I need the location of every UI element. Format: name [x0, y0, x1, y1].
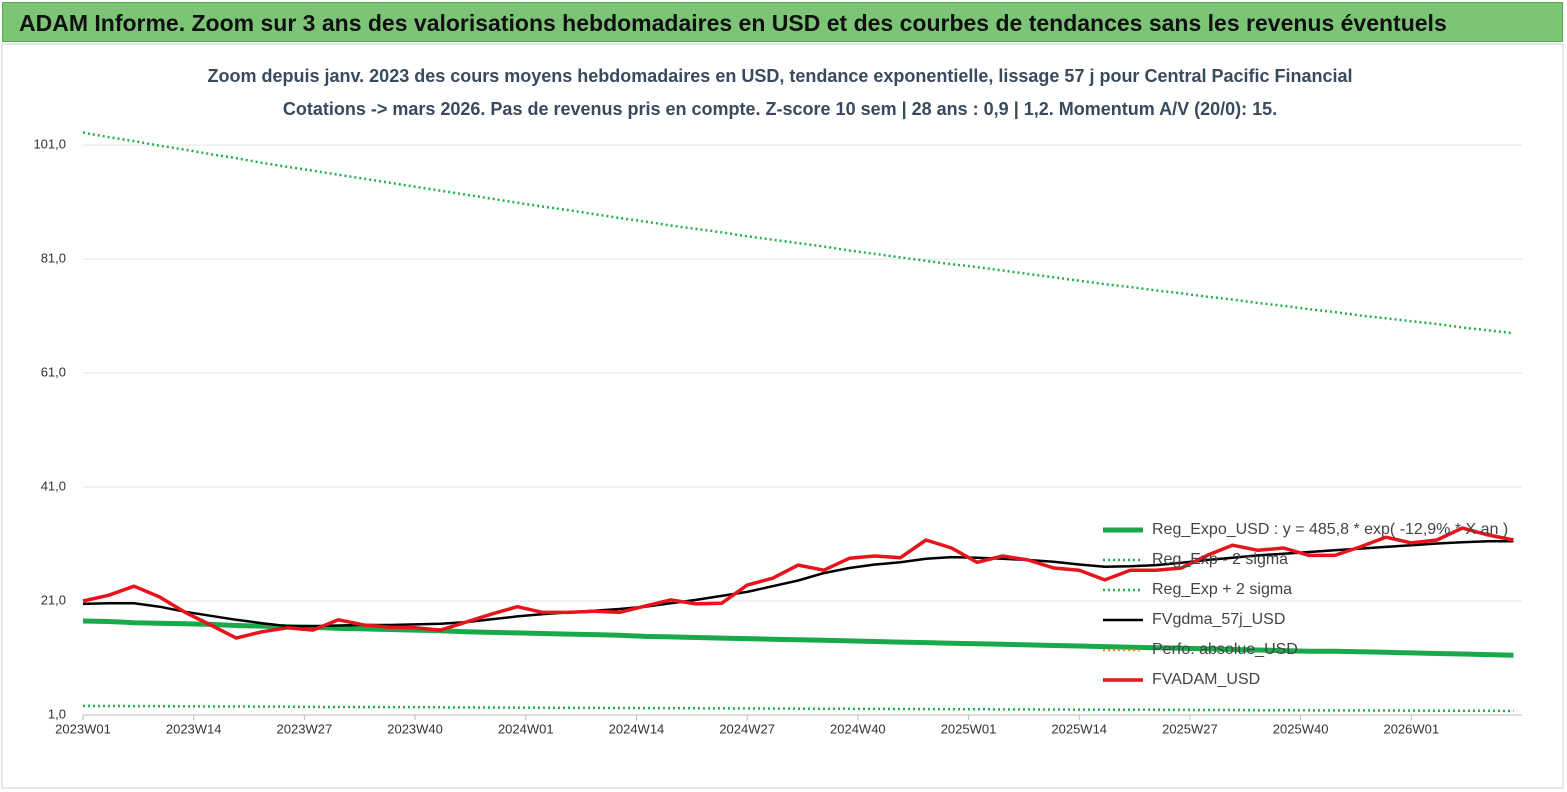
chart-title: Zoom depuis janv. 2023 des cours moyens …	[207, 66, 1352, 86]
legend-label: FVADAM_USD	[1152, 671, 1260, 688]
x-tick-label: 2023W40	[387, 721, 443, 736]
y-tick-label: 81,0	[41, 251, 66, 266]
x-tick-label: 2023W14	[166, 721, 222, 736]
chart-frame	[1, 43, 1564, 789]
series-line	[82, 131, 1514, 335]
legend-label: Perfo. absolue_USD	[1152, 641, 1298, 658]
chart-subtitle: Cotations -> mars 2026. Pas de revenus p…	[283, 99, 1277, 119]
y-tick-label: 21,0	[41, 592, 66, 607]
x-tick-label: 2026W01	[1383, 721, 1439, 736]
y-tick-label: 61,0	[41, 364, 66, 379]
series-line	[82, 526, 1514, 640]
x-tick-label: 2023W01	[55, 721, 111, 736]
x-tick-label: 2024W27	[719, 721, 775, 736]
series-line	[82, 704, 1514, 713]
y-tick-label: 1,0	[48, 706, 66, 721]
legend-label: FVgdma_57j_USD	[1152, 611, 1285, 628]
legend-label: Reg_Expo_USD : y = 485,8 * exp( -12,9% *…	[1152, 521, 1508, 538]
header-title: ADAM Informe. Zoom sur 3 ans des valoris…	[2, 2, 1563, 42]
x-tick-label: 2025W27	[1162, 721, 1218, 736]
x-tick-label: 2024W40	[830, 721, 886, 736]
x-tick-label: 2025W14	[1051, 721, 1107, 736]
x-tick-label: 2023W27	[277, 721, 333, 736]
legend-label: Reg_Exp - 2 sigma	[1152, 551, 1288, 568]
legend-label: Reg_Exp + 2 sigma	[1152, 581, 1292, 598]
x-tick-label: 2024W14	[609, 721, 665, 736]
x-tick-label: 2025W01	[941, 721, 997, 736]
x-tick-label: 2025W40	[1273, 721, 1329, 736]
y-tick-label: 41,0	[41, 478, 66, 493]
x-tick-label: 2024W01	[498, 721, 554, 736]
y-tick-label: 101,0	[33, 137, 66, 152]
